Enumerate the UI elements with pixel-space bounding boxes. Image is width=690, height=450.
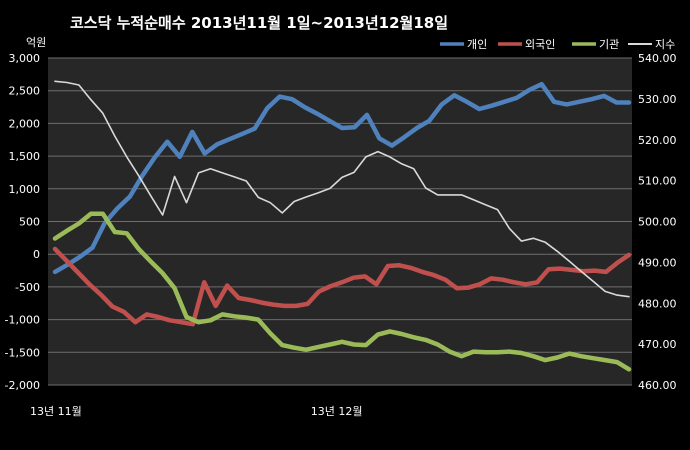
right-tick-label: 510.00 bbox=[638, 175, 677, 188]
grid bbox=[48, 57, 632, 386]
right-tick-label: 470.00 bbox=[638, 338, 677, 351]
left-tick-label: 1,000 bbox=[9, 183, 41, 196]
right-axis: 540.00 530.00 520.00 510.00 500.00 490.00 480.… bbox=[638, 52, 677, 392]
left-axis: 3,000 2,500 2,000 1,500 1,000 500 0 -500 -1,000 -… bbox=[5, 52, 40, 392]
left-tick-label: 2,500 bbox=[9, 85, 41, 98]
x-tick-label: 13년 12월 bbox=[311, 405, 363, 418]
left-tick-label: 0 bbox=[33, 248, 40, 261]
x-tick-label: 13년 11월 bbox=[30, 405, 82, 418]
right-tick-label: 460.00 bbox=[638, 379, 677, 392]
left-tick-label: 1,500 bbox=[9, 150, 41, 163]
right-tick-label: 500.00 bbox=[638, 216, 677, 229]
right-tick-label: 530.00 bbox=[638, 93, 677, 106]
series-lines bbox=[52, 80, 632, 372]
legend-label: 지수 bbox=[655, 38, 675, 51]
legend-label: 외국인 bbox=[525, 38, 555, 51]
left-tick-label: 3,000 bbox=[9, 52, 41, 65]
series-line-지수 bbox=[54, 80, 630, 298]
chart-title: 코스닥 누적순매수 2013년11월 1일~2013년12월18일 bbox=[70, 14, 448, 32]
right-tick-label: 490.00 bbox=[638, 256, 677, 269]
x-axis: 13년 11월 13년 12월 bbox=[30, 405, 363, 418]
right-tick-label: 520.00 bbox=[638, 134, 677, 147]
right-tick-label: 540.00 bbox=[638, 52, 677, 65]
legend: 개인 외국인 기관 지수 bbox=[440, 38, 675, 51]
legend-label: 기관 bbox=[599, 38, 619, 51]
left-tick-label: -500 bbox=[15, 281, 40, 294]
legend-label: 개인 bbox=[467, 38, 487, 51]
series-line-외국인 bbox=[52, 246, 632, 327]
series-line-개인 bbox=[52, 81, 632, 275]
left-tick-label: -1,000 bbox=[5, 314, 40, 327]
left-axis-unit: 억원 bbox=[26, 36, 46, 49]
right-tick-label: 480.00 bbox=[638, 297, 677, 310]
left-tick-label: 2,000 bbox=[9, 117, 41, 130]
series-line-기관 bbox=[52, 211, 632, 372]
left-tick-label: -1,500 bbox=[5, 346, 40, 359]
left-tick-label: 500 bbox=[19, 216, 40, 229]
left-tick-label: -2,000 bbox=[5, 379, 40, 392]
